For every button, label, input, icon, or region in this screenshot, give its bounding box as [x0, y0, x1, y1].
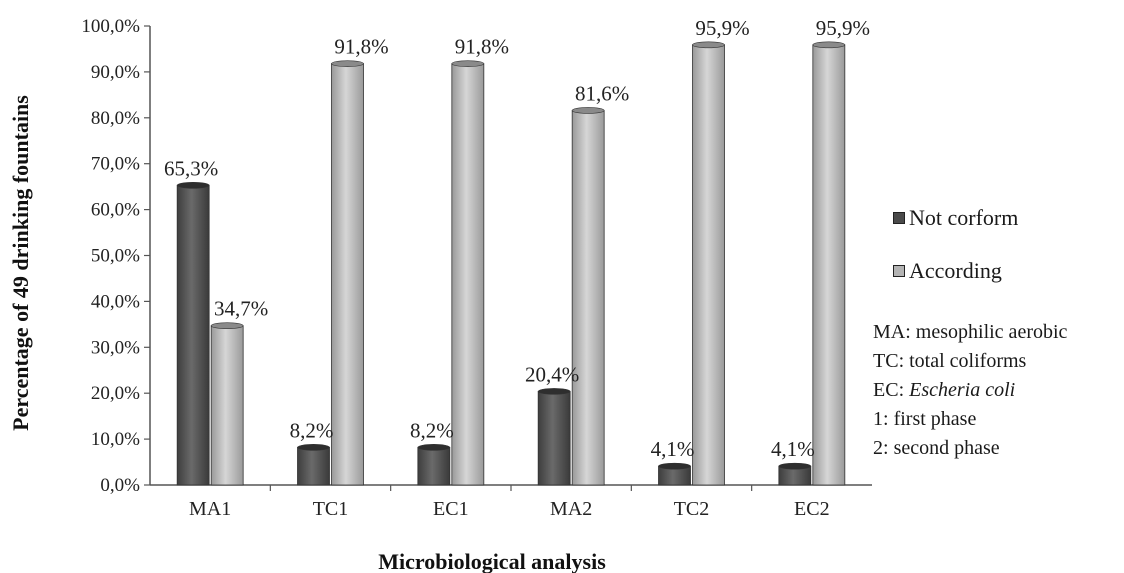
legend-label-according: According — [909, 258, 1002, 283]
data-label: 4,1% — [651, 437, 695, 461]
note-phase-1: 1: first phase — [873, 408, 977, 430]
bar-according-ec1 — [451, 63, 485, 486]
x-tick-label: MA2 — [550, 498, 592, 520]
bar-cap — [297, 444, 330, 451]
note-text: total coliforms — [909, 350, 1027, 372]
bar-cap — [210, 322, 244, 330]
note-ma: MA: mesophilic aerobic — [873, 321, 1068, 343]
bar-cap — [537, 388, 571, 395]
data-label: 4,1% — [771, 437, 815, 461]
data-label: 91,8% — [334, 35, 388, 59]
note-key: MA — [873, 321, 906, 343]
bar-cap — [451, 60, 485, 67]
bar-according-ec2 — [812, 44, 846, 486]
y-tick-label: 10,0% — [91, 429, 140, 450]
bar-cap — [331, 60, 364, 67]
bar-not-conform-ma2 — [537, 390, 571, 486]
bar-according-tc2 — [692, 44, 725, 486]
y-tick-label: 40,0% — [91, 291, 140, 312]
bar-not-conform-ec1 — [417, 446, 451, 486]
note-text: Escheria coli — [909, 379, 1016, 401]
note-text: second phase — [893, 437, 1000, 459]
bar-not-conform-ma1 — [176, 184, 210, 486]
note-ec: EC: Escheria coli — [873, 379, 1016, 401]
bar-cap — [812, 41, 846, 49]
y-tick-label: 20,0% — [91, 383, 140, 404]
data-labels: 65,3% 34,7% 8,2% 91,8% 8,2% 91,8% 20,4% 81,6% 4,… — [164, 16, 870, 461]
note-key: EC — [873, 379, 899, 401]
x-tick-label: TC2 — [674, 498, 710, 520]
x-tick-label: TC1 — [313, 498, 349, 520]
data-label: 20,4% — [525, 362, 579, 386]
x-tick-label: MA1 — [189, 498, 231, 520]
note-key: 2 — [873, 437, 883, 459]
legend: Not corform According — [893, 205, 1018, 311]
x-axis: MA1 TC1 EC1 MA2 TC2 EC2 — [150, 484, 872, 520]
x-tick-label: EC2 — [794, 498, 830, 520]
note-tc: TC: total coliforms — [873, 350, 1027, 372]
y-tick-label: 60,0% — [91, 200, 140, 221]
y-tick-label: 90,0% — [91, 62, 140, 83]
bar-cap — [176, 181, 210, 189]
bar-according-ma2 — [571, 110, 605, 486]
bar-cap — [658, 462, 691, 470]
data-label: 8,2% — [410, 418, 454, 442]
legend-swatch-light — [893, 265, 905, 277]
bar-cap — [778, 462, 812, 470]
data-label: 8,2% — [290, 418, 334, 442]
note-phase-2: 2: second phase — [873, 437, 1000, 459]
data-label: 65,3% — [164, 156, 218, 180]
bar-cap — [417, 444, 451, 451]
data-label: 95,9% — [695, 16, 749, 40]
y-tick-label: 0,0% — [100, 475, 140, 496]
y-tick-label: 70,0% — [91, 154, 140, 175]
y-axis-title: Percentage of 49 drinking fountains — [8, 95, 33, 431]
bar-cap — [571, 107, 605, 114]
y-axis: 0,0% 10,0% 20,0% 30,0% 40,0% 50,0% 60,0% 70,0% 8… — [81, 16, 151, 496]
bar-according-tc1 — [331, 63, 364, 486]
note-text: mesophilic aerobic — [915, 321, 1068, 343]
data-label: 91,8% — [455, 35, 509, 59]
bars — [176, 41, 846, 486]
data-label: 34,7% — [214, 297, 268, 321]
abbreviation-notes: MA: mesophilic aerobic TC: total colifor… — [873, 318, 1067, 463]
note-key: 1 — [873, 408, 883, 430]
legend-item-according: According — [893, 258, 1018, 284]
y-tick-label: 80,0% — [91, 108, 140, 129]
y-tick-label: 30,0% — [91, 337, 140, 358]
x-axis-title: Microbiological analysis — [378, 549, 606, 573]
x-tick-label: EC1 — [433, 498, 469, 520]
legend-label-not-conform: Not corform — [909, 205, 1019, 230]
legend-swatch-dark — [893, 212, 905, 224]
y-tick-label: 100,0% — [81, 16, 140, 37]
note-text: first phase — [893, 408, 977, 430]
data-label: 81,6% — [575, 81, 629, 105]
legend-item-not-conform: Not corform — [893, 205, 1018, 231]
note-key: TC — [873, 350, 899, 372]
bar-not-conform-tc1 — [297, 446, 330, 486]
data-label: 95,9% — [816, 16, 870, 40]
bar-according-ma1 — [210, 325, 244, 486]
bar-cap — [692, 41, 725, 49]
y-tick-label: 50,0% — [91, 246, 140, 267]
